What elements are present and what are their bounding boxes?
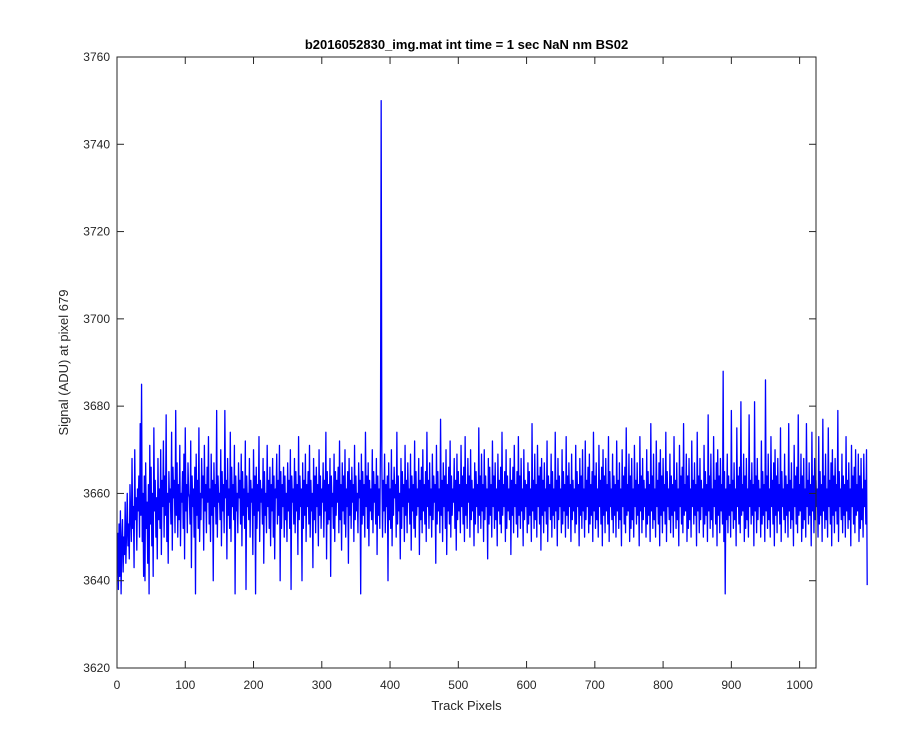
- x-tick-label: 800: [653, 678, 673, 692]
- y-tick-label: 3760: [83, 50, 110, 64]
- x-tick-label: 600: [517, 678, 537, 692]
- y-axis-label: Signal (ADU) at pixel 679: [56, 290, 71, 436]
- x-tick-label: 200: [244, 678, 264, 692]
- y-tick-label: 3720: [83, 225, 110, 239]
- y-tick-label: 3620: [83, 661, 110, 675]
- y-tick-label: 3740: [83, 137, 110, 151]
- plot-area: [117, 57, 816, 668]
- x-tick-label: 400: [380, 678, 400, 692]
- x-axis: 0 100 200 300 400 500 600 700 800 900 1000: [114, 57, 813, 692]
- axes-box: [116, 56, 817, 669]
- x-tick-label: 900: [721, 678, 741, 692]
- y-tick-label: 3640: [83, 574, 110, 588]
- series-line-0: [117, 99, 868, 595]
- y-axis: 3620 3640 3660 3680 3700 3720 3740 3760: [83, 50, 816, 675]
- data-layer: [117, 99, 868, 595]
- y-tick-label: 3660: [83, 486, 110, 500]
- y-tick-label: 3700: [83, 312, 110, 326]
- x-tick-label: 700: [585, 678, 605, 692]
- x-tick-label: 0: [114, 678, 121, 692]
- x-axis-label: Track Pixels: [431, 698, 502, 713]
- chart-title: b2016052830_img.mat int time = 1 sec NaN…: [305, 37, 628, 52]
- x-tick-label: 100: [175, 678, 195, 692]
- y-tick-label: 3680: [83, 399, 110, 413]
- x-tick-label: 500: [448, 678, 468, 692]
- x-tick-label: 300: [312, 678, 332, 692]
- x-tick-label: 1000: [786, 678, 813, 692]
